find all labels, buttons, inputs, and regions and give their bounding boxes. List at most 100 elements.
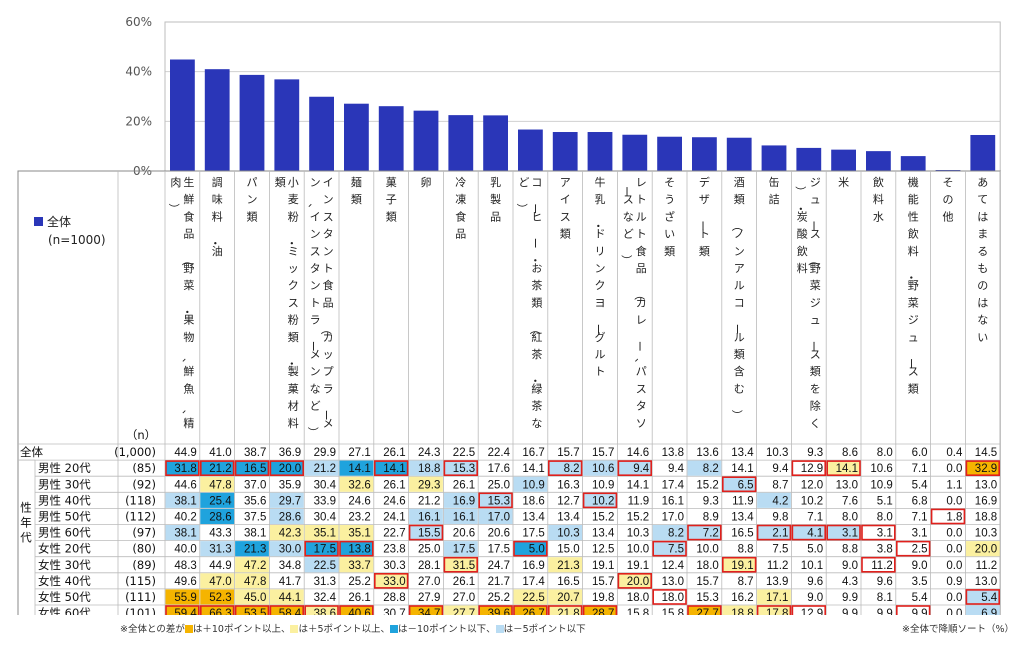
extreme-box — [861, 524, 896, 541]
data-label: 13.4 — [592, 528, 615, 540]
row-n: (111) — [125, 590, 156, 604]
data-label: 27.7 — [696, 608, 718, 615]
cell-highlight — [478, 605, 513, 615]
bar — [204, 69, 230, 171]
data-label: 20.0 — [975, 544, 997, 556]
cell-highlight — [269, 589, 304, 605]
extreme-box — [652, 540, 687, 557]
data-label: 44.9 — [174, 447, 196, 459]
category-label: 生鮮食品（野菜・果物、鮮魚、精肉） — [167, 175, 194, 430]
category-label: 機能性飲料・野菜ジュース類 — [905, 175, 919, 395]
data-label: 15.5 — [418, 528, 440, 540]
row-label: 男性 50代 — [38, 509, 91, 523]
extreme-box — [756, 605, 792, 615]
bar — [692, 137, 717, 171]
data-label: 29.3 — [418, 479, 440, 491]
cell-highlight — [374, 460, 409, 476]
row-label: 男性 40代 — [38, 493, 91, 507]
data-label: 27.0 — [453, 592, 475, 604]
data-label: 11.2 — [871, 560, 893, 572]
data-label: 16.9 — [522, 560, 544, 572]
extreme-box — [826, 524, 861, 541]
data-label: 18.8 — [975, 511, 997, 523]
data-label: 39.6 — [488, 608, 510, 615]
bar — [831, 149, 856, 171]
bar — [518, 129, 543, 171]
key-minus5 — [495, 625, 504, 633]
y-tick-label: 40% — [125, 65, 152, 79]
data-label: 3.1 — [912, 528, 928, 540]
data-label: 10.3 — [975, 528, 997, 540]
data-label: 14.1 — [348, 463, 370, 475]
data-label: 3.1 — [842, 528, 858, 540]
data-label: 16.5 — [244, 463, 266, 475]
data-label: 16.1 — [453, 511, 475, 523]
data-label: 34.8 — [279, 560, 301, 572]
data-label: 10.2 — [592, 495, 614, 507]
data-label: 13.0 — [662, 576, 684, 588]
cell-highlight — [443, 492, 478, 508]
cell-highlight — [235, 541, 269, 557]
data-label: 4.2 — [772, 495, 788, 507]
data-label: 22.5 — [314, 560, 336, 572]
y-tick-label: 60% — [125, 15, 152, 29]
category-label: 調味料・油 — [209, 175, 223, 258]
data-label: 14.1 — [836, 463, 858, 475]
row-label: 男性 60代 — [38, 526, 91, 540]
cell-highlight — [339, 541, 374, 557]
row-n: (118) — [125, 493, 156, 507]
cell-highlight — [652, 525, 687, 541]
data-label: 28.7 — [592, 608, 614, 615]
category-label: アイス類 — [560, 176, 571, 241]
category-label: 小麦粉・ミックス粉類・製菓材料類 — [275, 176, 299, 430]
data-label: 11.2 — [976, 560, 998, 572]
extreme-box — [513, 540, 548, 557]
category-label: レトルト食品（カレー、パスタソースなど） — [620, 176, 647, 430]
data-label: 28.6 — [279, 511, 301, 523]
cell-highlight — [965, 605, 1000, 615]
data-label: 59.4 — [174, 608, 197, 615]
data-label: 15.7 — [557, 447, 579, 459]
cell-highlight — [826, 525, 861, 541]
row-label: 女性 30代 — [38, 558, 91, 572]
extreme-box — [930, 508, 966, 525]
footnote-plus10: は＋10ポイント以上、 — [192, 624, 291, 635]
cell-highlight — [339, 557, 374, 573]
data-label: 23.2 — [348, 511, 370, 523]
cell-highlight — [269, 525, 304, 541]
data-label: 9.0 — [807, 592, 823, 604]
data-label: 8.7 — [772, 479, 788, 491]
data-label: 47.0 — [209, 576, 231, 588]
category-label: デザート類 — [696, 175, 710, 258]
data-label: 20.6 — [453, 528, 475, 540]
data-label: 0.0 — [946, 528, 962, 540]
category-label: コーヒー・お茶類（紅茶・緑茶など） — [515, 176, 542, 430]
extreme-box — [617, 572, 653, 589]
data-label: 8.8 — [738, 544, 754, 556]
data-label: 2.1 — [772, 528, 788, 540]
extreme-box — [582, 492, 618, 509]
data-label: 35.1 — [314, 528, 336, 540]
extreme-box — [687, 524, 722, 541]
cell-highlight — [374, 573, 409, 589]
data-label: 6.5 — [738, 479, 754, 491]
category-label: 冷凍食品 — [455, 176, 466, 241]
data-label: 27.1 — [348, 447, 370, 459]
data-label: 25.0 — [418, 544, 440, 556]
data-label: 7.1 — [807, 511, 823, 523]
data-label: 17.8 — [766, 608, 788, 615]
data-label: 7.1 — [912, 463, 928, 475]
cell-highlight — [235, 557, 269, 573]
data-label: 15.8 — [627, 608, 649, 615]
data-label: 16.7 — [522, 447, 544, 459]
cell-highlight — [478, 508, 513, 524]
data-label: 27.9 — [418, 592, 440, 604]
data-label: 10.1 — [801, 560, 823, 572]
data-label: 24.6 — [383, 495, 405, 507]
data-label: 18.8 — [731, 608, 753, 615]
extreme-box — [687, 605, 722, 615]
data-label: 13.8 — [348, 544, 370, 556]
cell-highlight — [478, 492, 513, 508]
footnote-legend: ※全体との差が は＋10ポイント以上、 は＋5ポイント以上、 は－10ポイント以下、は… — [120, 621, 586, 635]
cell-highlight — [304, 525, 339, 541]
